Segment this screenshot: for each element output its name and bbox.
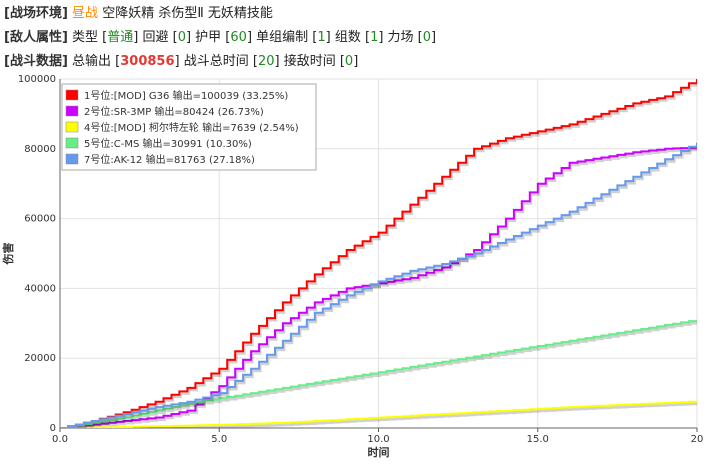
chart-axes: 0 20000 40000 60000 80000 100000 0.0 5.0 10.0 15.… [1, 74, 703, 459]
enemy-armor-label: ] 护甲 [ [185, 30, 231, 45]
enemy-type-label: 类型 [ [72, 30, 108, 45]
contact-value: 0 [344, 54, 354, 69]
y-tick-label: 100000 [18, 74, 56, 85]
enemy-evasion-label: ] 回避 [ [133, 30, 178, 45]
series-group [60, 79, 697, 428]
y-tick-label: 60000 [24, 214, 56, 225]
series-shadow [67, 144, 697, 428]
x-tick-label: 0.0 [52, 434, 68, 445]
legend-entry: 4号位:[MOD] 柯尔特左轮 输出=7639 (2.54%) [84, 121, 299, 134]
series-group [60, 319, 697, 428]
series-line [60, 142, 697, 428]
enemy-count-value: 1 [370, 30, 379, 45]
time-value: 20 [257, 54, 275, 69]
contact-label: ] 接敌时间 [ [274, 54, 345, 69]
chart-legend: 1号位:[MOD] G36 输出=100039 (33.25%) 2号位:SR-3… [61, 83, 317, 171]
y-tick-label: 0 [50, 423, 56, 434]
legend-swatch [65, 89, 79, 101]
env-time: 昼战 [72, 6, 99, 21]
time-label: ] 战斗总时间 [ [174, 54, 258, 69]
env-skill: 无妖精技能 [207, 6, 273, 21]
y-tick-label: 80000 [24, 144, 56, 155]
enemy-force-value: 0 [422, 30, 432, 45]
env-type: 杀伤型Ⅱ [158, 6, 204, 21]
chart-plot-area [60, 79, 697, 428]
total-value: 300856 [120, 54, 175, 69]
series-shadow [67, 148, 697, 428]
battle-label: [战斗数据] [4, 54, 68, 69]
series-shadow [91, 402, 697, 428]
enemy-end: ] [431, 30, 437, 45]
battle-data-row: [战斗数据] 总输出 [300856] 战斗总时间 [20] 接敌时间 [0] [4, 53, 358, 71]
series-shadow [67, 321, 697, 428]
env-fairy: 空降妖精 [102, 6, 155, 21]
enemy-force-label: ] 力场 [ [378, 30, 423, 45]
series-group [60, 142, 697, 428]
enemy-armor-value: 60 [230, 30, 247, 45]
legend-entry: 5号位:C-MS 输出=30991 (10.30%) [84, 137, 252, 150]
x-tick-label: 20 [691, 434, 704, 445]
x-tick-label: 5.0 [211, 434, 227, 445]
legend-swatch [65, 153, 79, 165]
legend-swatch [65, 121, 79, 133]
series-line [60, 319, 697, 428]
x-tick-label: 15.0 [527, 434, 549, 445]
legend-entry: 2号位:SR-3MP 输出=80424 (26.73%) [84, 105, 264, 118]
enemy-group-value: 1 [317, 30, 326, 45]
legend-swatch [65, 105, 79, 117]
y-tick-label: 40000 [24, 283, 56, 294]
enemy-type-value: 普通 [107, 30, 134, 45]
enemy-count-label: ] 组数 [ [325, 30, 371, 45]
series-group [60, 400, 697, 428]
legend-entry: 1号位:[MOD] G36 输出=100039 (33.25%) [84, 89, 288, 102]
enemy-group-label: ] 单组编制 [ [246, 30, 318, 45]
battle-environment-row: [战场环境] 昼战 空降妖精 杀伤型Ⅱ 无妖精技能 [4, 5, 273, 23]
enemy-attributes-row: [敌人属性] 类型 [普通] 回避 [0] 护甲 [60] 单组编制 [1] 组… [4, 29, 436, 47]
series-line [60, 400, 697, 428]
legend-swatch [65, 137, 79, 149]
battle-end: ] [353, 54, 359, 69]
enemy-label: [敌人属性] [4, 30, 68, 45]
enemy-evasion-value: 0 [177, 30, 186, 45]
env-label: [战场环境] [4, 6, 68, 21]
total-label: 总输出 [ [72, 54, 121, 69]
y-axis-label: 伤害 [1, 243, 15, 266]
legend-entry: 7号位:AK-12 输出=81763 (27.18%) [84, 153, 255, 166]
y-tick-label: 20000 [24, 353, 56, 364]
series-line [60, 79, 697, 428]
legend-box [61, 83, 317, 171]
x-axis-label: 时间 [368, 445, 390, 459]
x-tick-label: 10.0 [367, 434, 389, 445]
